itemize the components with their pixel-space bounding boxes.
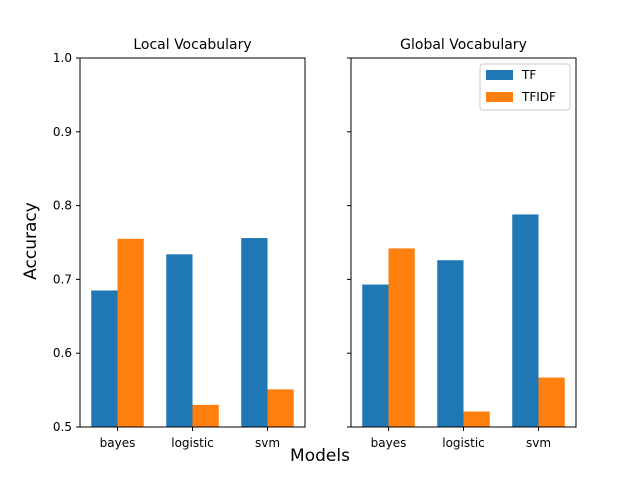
x-tick-label: svm <box>255 436 280 450</box>
legend-swatch-tf <box>486 70 513 80</box>
y-tick-label: 0.8 <box>53 199 72 213</box>
bar-tf-bayes <box>91 290 118 427</box>
bar-tf-svm <box>241 238 268 427</box>
legend: TF TFIDF <box>479 63 571 111</box>
bar-tfidf-bayes <box>388 248 415 427</box>
bar-tf-svm <box>512 214 539 427</box>
bar-tf-logistic <box>437 260 464 427</box>
bar-tfidf-svm <box>267 389 294 427</box>
legend-label-tf: TF <box>521 68 536 82</box>
x-tick-label: bayes <box>100 436 136 450</box>
panel-global-vocabulary: Global Vocabulary bayes logistic svm <box>347 37 577 450</box>
y-tick-label: 1.0 <box>53 51 72 65</box>
x-tick-label: bayes <box>371 436 407 450</box>
bar-tf-logistic <box>166 254 193 427</box>
panel-title-local: Local Vocabulary <box>133 37 251 53</box>
legend-swatch-tfidf <box>486 92 513 102</box>
x-tick-label: svm <box>526 436 551 450</box>
y-tick-label: 0.5 <box>53 420 72 434</box>
bar-tf-bayes <box>362 284 389 427</box>
x-tick-label: logistic <box>171 436 214 450</box>
x-tick-label: logistic <box>442 436 485 450</box>
y-tick-label: 0.9 <box>53 125 72 139</box>
bar-tfidf-bayes <box>117 238 144 427</box>
bar-tfidf-logistic <box>192 404 219 427</box>
x-axis-label: Models <box>290 446 350 466</box>
bar-tfidf-svm <box>538 377 565 427</box>
bar-tfidf-logistic <box>463 411 490 427</box>
panel-local-vocabulary: Local Vocabulary bayes logistic svm 0.5 0.6 0… <box>53 37 306 450</box>
y-tick-label: 0.6 <box>53 346 72 360</box>
panel-title-global: Global Vocabulary <box>400 37 527 53</box>
legend-label-tfidf: TFIDF <box>521 90 556 104</box>
y-axis-label: Accuracy <box>21 202 41 280</box>
y-tick-label: 0.7 <box>53 272 72 286</box>
